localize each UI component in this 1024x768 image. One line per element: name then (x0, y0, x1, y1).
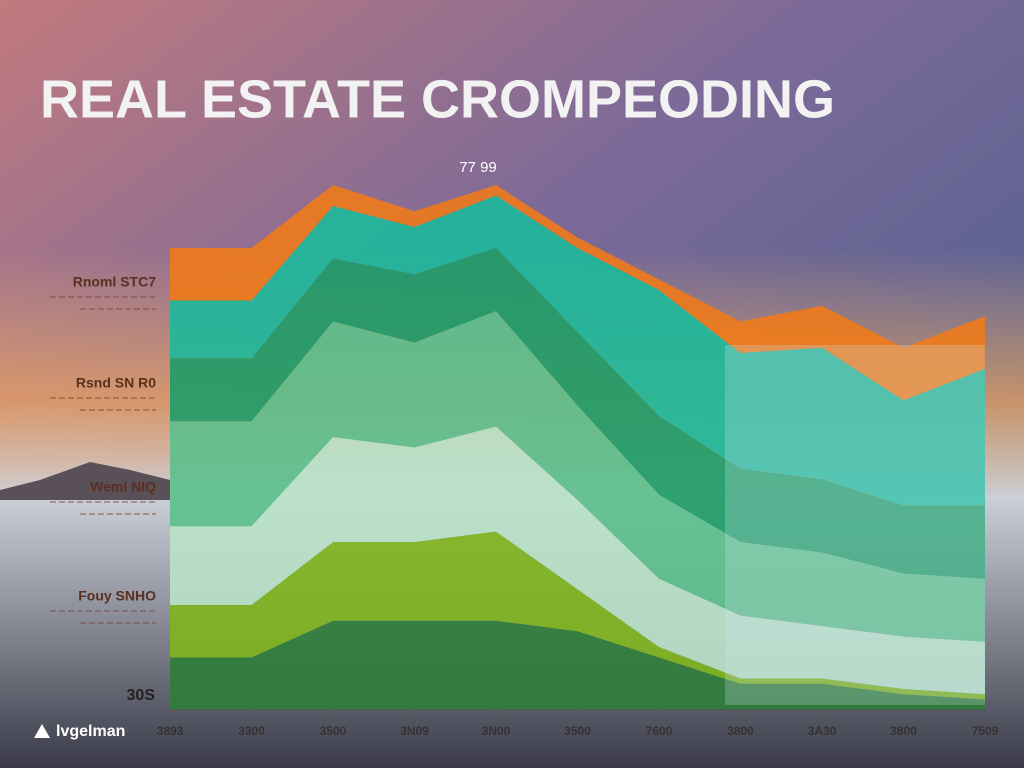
brand-icon (34, 724, 50, 738)
x-tick-label: 3500 (320, 724, 347, 738)
area-layer (170, 426, 985, 695)
side-label: Rsnd SN R0 (76, 375, 156, 391)
area-layer (170, 248, 985, 579)
x-tick-label: 3800 (890, 724, 917, 738)
area-layer (170, 620, 985, 710)
area-layer (170, 531, 985, 700)
x-tick-label: 3500 (564, 724, 591, 738)
x-tick-label: 7600 (646, 724, 673, 738)
glass-overlay (725, 345, 985, 705)
x-tick-label: 3N00 (482, 724, 511, 738)
x-tick-label: 3800 (727, 724, 754, 738)
chart-title: REAL ESTATE CROMPEODING (40, 69, 835, 129)
side-label: Fouy SNHO (78, 588, 156, 604)
x-tick-label: 3893 (157, 724, 184, 738)
area-layer (170, 195, 985, 506)
plot-area (170, 185, 985, 710)
brand: lvgelman (56, 723, 125, 740)
area-layer (170, 185, 985, 401)
annotation: 77 99 (459, 159, 497, 176)
x-tick-label: 7509 (972, 724, 999, 738)
x-tick-label: 3N09 (400, 724, 429, 738)
x-tick-label: 3300 (238, 724, 265, 738)
area-layer (170, 311, 985, 642)
side-label: Rnoml STC7 (73, 274, 156, 290)
base-label: 30S (127, 687, 156, 704)
side-label: Weml NIQ (90, 479, 156, 495)
x-tick-label: 3A30 (808, 724, 837, 738)
